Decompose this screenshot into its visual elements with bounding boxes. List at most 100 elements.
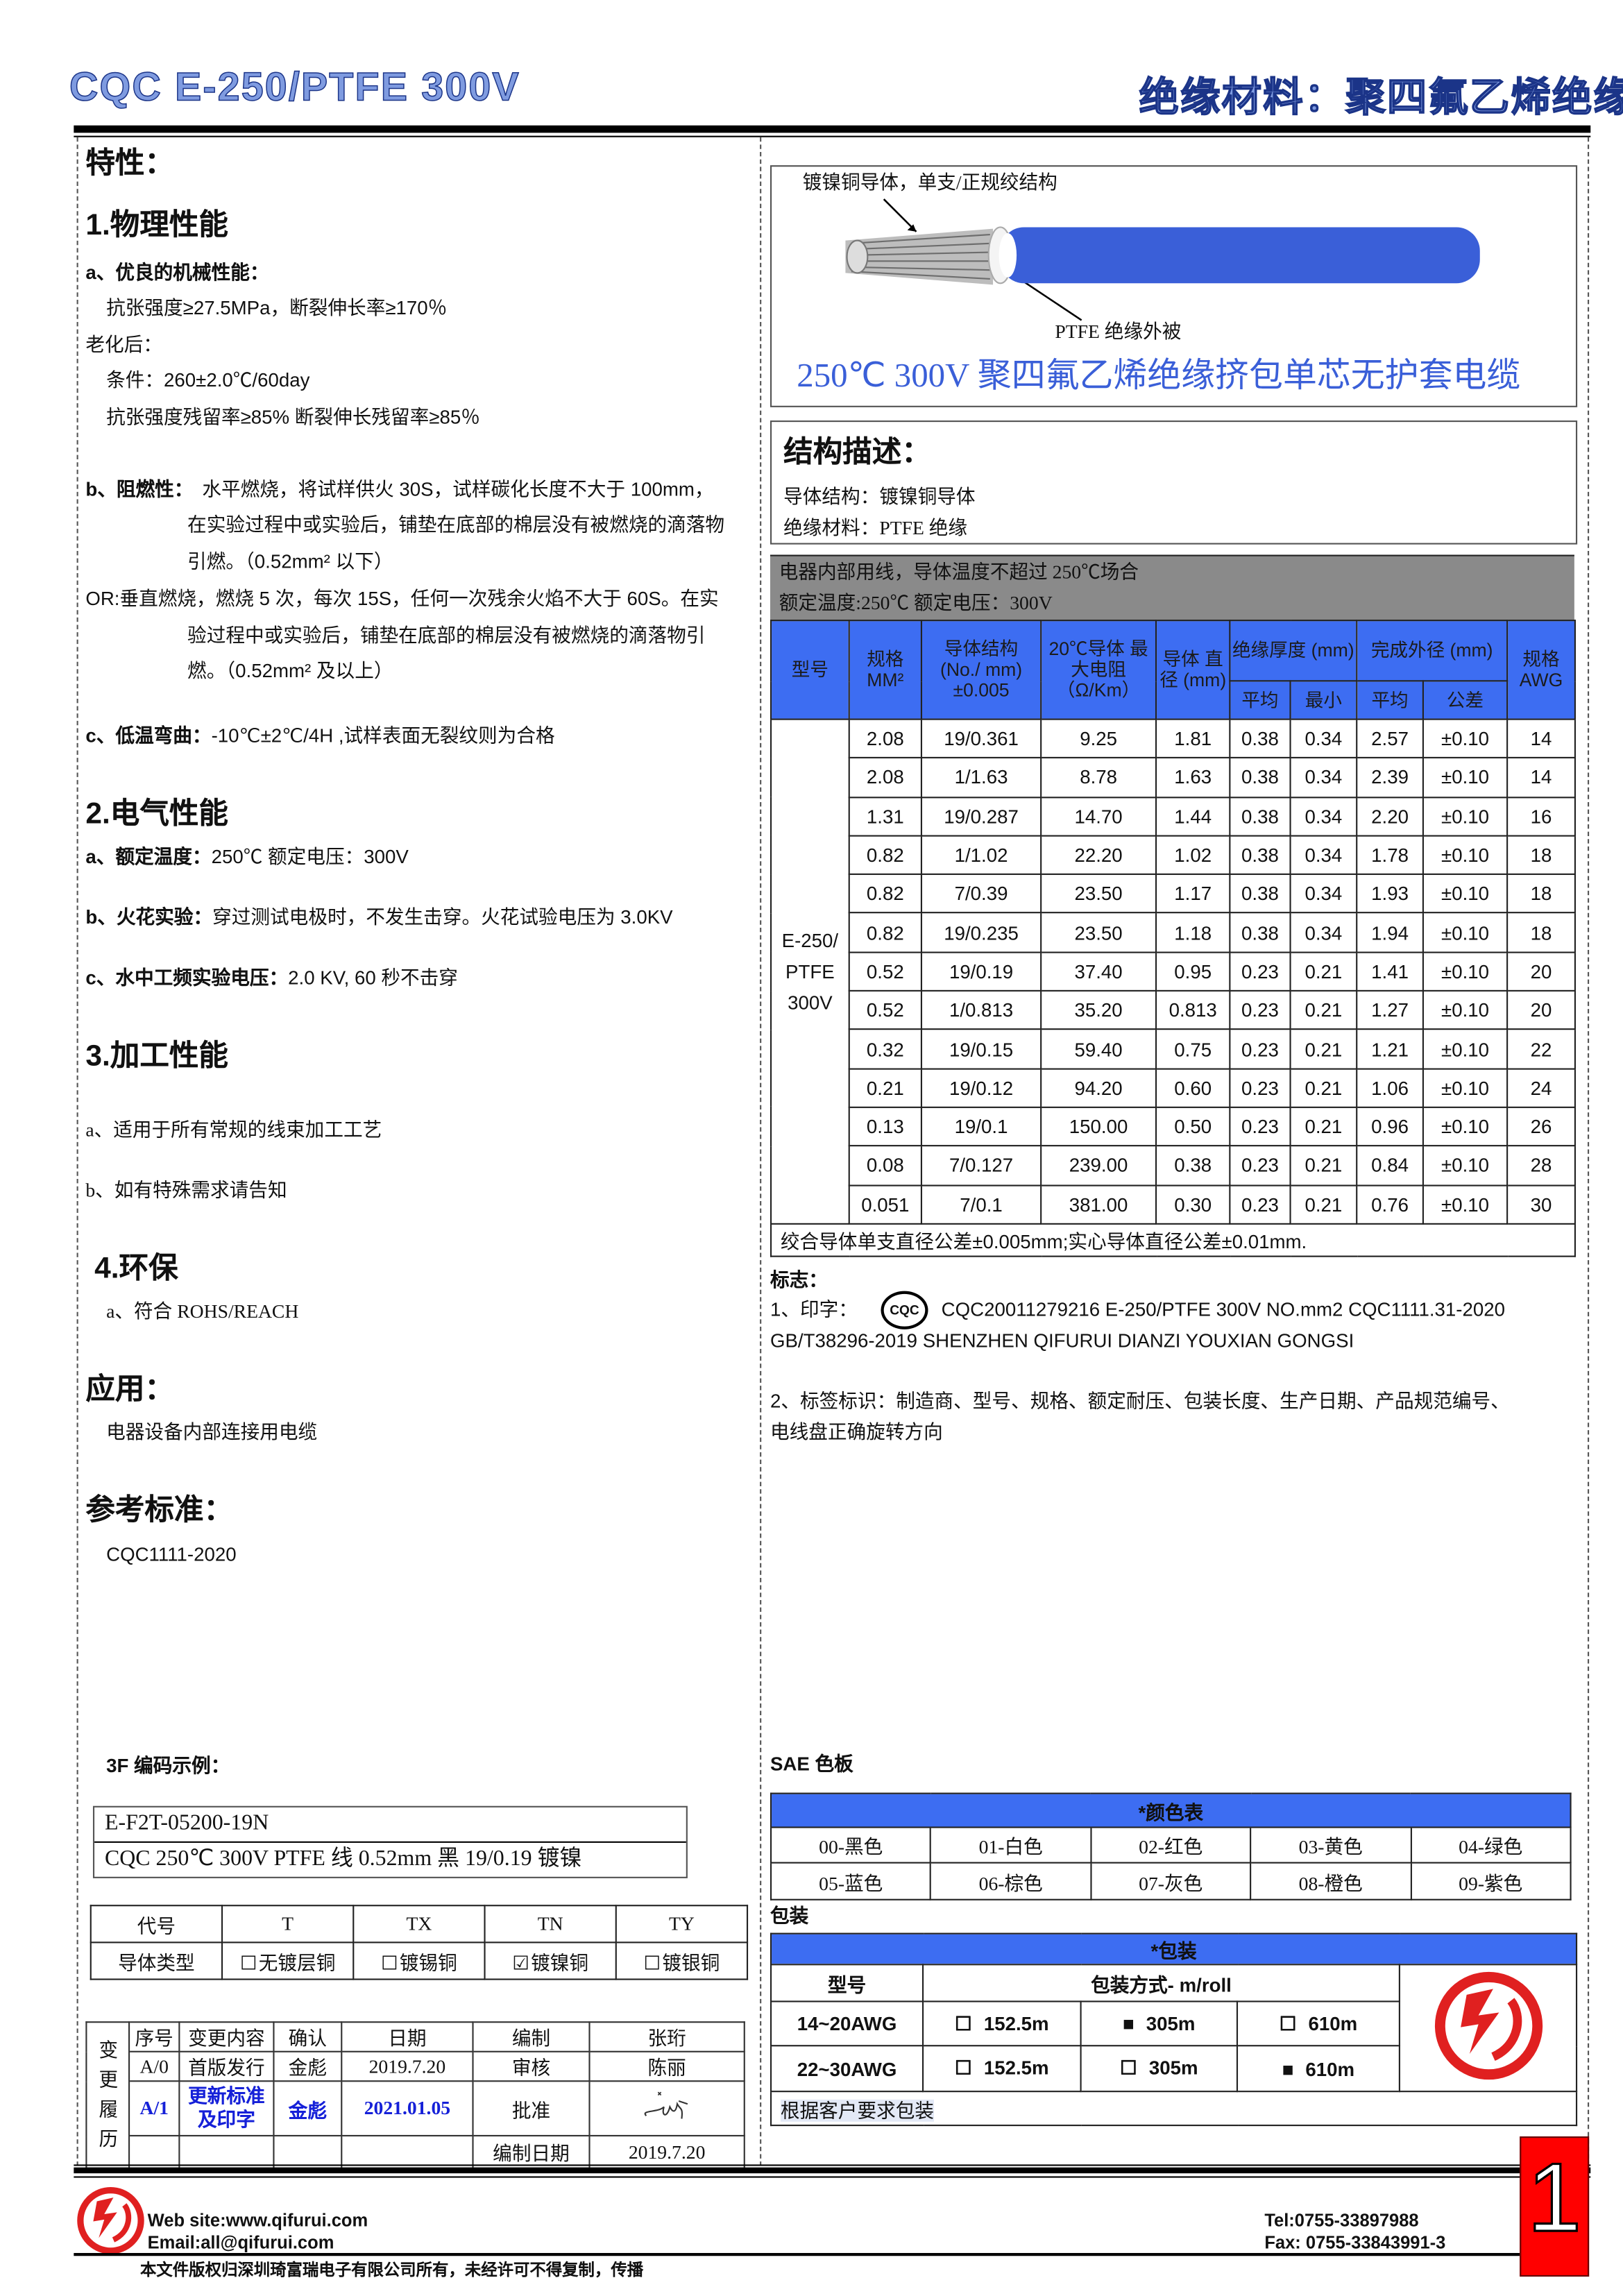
- table-cell: ±0.10: [1422, 796, 1509, 837]
- table-cell: 1.17: [1155, 874, 1231, 915]
- copyright: 本文件版权归深圳琦富瑞电子有限公司所有，未经许可不得复制，传播: [140, 2261, 644, 2280]
- table-cell: 0.30: [1155, 1184, 1231, 1225]
- left-panel-border: [76, 137, 78, 2166]
- checkbox-icon[interactable]: ☐: [239, 1951, 257, 1974]
- table-cell: ±0.10: [1422, 757, 1509, 798]
- table-cell: 0.38: [1229, 835, 1291, 876]
- spark-text: 穿过测试电极时，不发生击穿。火花试验电压为 3.0KV: [212, 905, 673, 928]
- standard-title: 参考标准：: [85, 1495, 233, 1527]
- packaging-header: *包装: [770, 1932, 1578, 1966]
- spark-label: b、火花实验：: [85, 905, 213, 928]
- mechanical-label: a、优良的机械性能：: [85, 261, 269, 284]
- processing-a: a、适用于所有常规的线束加工工艺: [85, 1118, 382, 1141]
- table-cell: 1.02: [1155, 835, 1231, 876]
- footer-rule-thin-2: [74, 2176, 1591, 2178]
- table-cell: 0.21: [1289, 1067, 1358, 1108]
- conductor-option-label: 镀镍铜: [531, 1951, 589, 1974]
- table-cell: 8.78: [1040, 757, 1157, 798]
- cold-bend: c、低温弯曲：-10℃±2℃/4H ,试样表面无裂纹则为合格: [85, 724, 554, 748]
- packaging-option-label: 305m: [1146, 2012, 1196, 2035]
- table-cell: 0.34: [1289, 718, 1358, 759]
- table-cell: 0.75: [1155, 1028, 1231, 1069]
- checkbox-icon[interactable]: ☐: [955, 2057, 972, 2080]
- checkbox-icon[interactable]: ☐: [955, 2012, 972, 2034]
- change-history-table: 变更履历 序号 变更内容 确认 日期 编制 张珩 A/0 首版发行 金彪 201…: [85, 2021, 745, 2169]
- table-cell: 23.50: [1040, 874, 1157, 915]
- col-seq: 序号: [128, 2021, 180, 2052]
- table-cell: 19/0.12: [920, 1067, 1042, 1108]
- table-cell: 1.41: [1356, 951, 1424, 992]
- table-cell: 35.20: [1040, 989, 1157, 1031]
- table-cell: ±0.10: [1422, 912, 1509, 953]
- packaging-option: ☐ 610m: [1236, 2000, 1400, 2047]
- packaging-option: ☐ 152.5m: [922, 2000, 1082, 2047]
- table-cell: 0.52: [848, 951, 922, 992]
- table-cell: 0.21: [848, 1067, 922, 1108]
- table-cell: 14: [1506, 718, 1576, 759]
- application-title: 应用：: [85, 1373, 174, 1406]
- website[interactable]: Web site:www.qifurui.com: [147, 2210, 368, 2231]
- color-item: 01-白色: [930, 1826, 1092, 1864]
- checkbox-icon[interactable]: ☐: [643, 1951, 661, 1974]
- flame-label: b、阻燃性：: [85, 477, 194, 500]
- rev-a1: A/1: [128, 2080, 180, 2137]
- spark-test: b、火花实验：穿过测试电极时，不发生击穿。火花试验电压为 3.0KV: [85, 906, 672, 930]
- spec-table: 型号 规格 MM² 导体结构 (No./ mm) ±0.005 20℃导体 最大…: [770, 620, 1576, 1257]
- usage-line-1: 电器内部用线，导体温度不超过 250℃场合: [779, 561, 1139, 583]
- cold-bend-label: c、低温弯曲：: [85, 724, 212, 747]
- color-item: 05-蓝色: [770, 1862, 932, 1900]
- checkbox-icon[interactable]: ☐: [1120, 2057, 1137, 2080]
- packaging-option-label: 152.5m: [983, 2057, 1049, 2080]
- color-item: 00-黑色: [770, 1826, 932, 1864]
- table-cell: ±0.10: [1422, 951, 1509, 992]
- color-table-header: *颜色表: [770, 1792, 1572, 1828]
- rev-a1-change: 更新标准及印字: [178, 2080, 275, 2137]
- conductor-type-table: 代号 T TX TN TY 导体类型 ☐ 无镀层铜 ☐ 镀锡铜 ☑ 镀镍铜 ☐ 镀银铜: [90, 1905, 749, 1980]
- checkbox-icon[interactable]: ☐: [1279, 2012, 1297, 2034]
- table-cell: ±0.10: [1422, 1028, 1509, 1069]
- environment-title: 4.环保: [94, 1252, 178, 1286]
- aging-result: 抗张强度残留率≥85% 断裂伸长残留率≥85％: [106, 405, 480, 428]
- table-cell: 0.23: [1229, 1028, 1291, 1069]
- table-cell: 0.84: [1356, 1145, 1424, 1186]
- material-category: 绝缘材料：聚四氟乙烯绝缘: [1139, 75, 1623, 120]
- col-outer: 完成外径 (mm): [1356, 620, 1509, 682]
- table-row: E-250/ PTFE 300V 2.08 19/0.361 9.25 1.81 0.38…: [770, 718, 1576, 1225]
- table-row: 0.52 1/0.813 35.20 0.813 0.23 0.21 1.27 ±0.10 20: [771, 989, 1576, 1031]
- approve-label: 批准: [472, 2080, 590, 2137]
- checked-box-icon[interactable]: ■: [1123, 2012, 1135, 2035]
- table-row: 0.21 19/0.12 94.20 0.60 0.23 0.21 1.06 ±0.10 24: [771, 1067, 1576, 1108]
- table-cell: 18: [1506, 835, 1576, 876]
- structure-box: 结构描述： 导体结构：镀镍铜导体 绝缘材料：PTFE 绝缘: [770, 420, 1578, 545]
- rating-label: a、额定温度：: [85, 845, 212, 868]
- checked-box-icon[interactable]: ■: [1282, 2057, 1294, 2080]
- color-table: *颜色表 00-黑色 01-白色 02-红色 03-黄色 04-绿色 05-蓝色 06-棕…: [770, 1792, 1572, 1900]
- processing-title: 3.加工性能: [85, 1040, 228, 1073]
- label-line-2: 电线盘正确旋转方向: [770, 1420, 943, 1443]
- conductor-option: ☐ 镀银铜: [615, 1941, 749, 1980]
- compile-date: 2019.7.20: [588, 2134, 745, 2169]
- code-example-desc: CQC 250℃ 300V PTFE 线 0.52mm 黑 19/0.19 镀镍: [104, 1847, 582, 1871]
- table-cell: 2.57: [1356, 718, 1424, 759]
- checkbox-icon[interactable]: ☑: [512, 1951, 529, 1974]
- table-cell: 0.21: [1289, 989, 1358, 1031]
- right-panel-border: [1588, 137, 1590, 2166]
- email[interactable]: Email:all@qifurui.com: [147, 2232, 334, 2254]
- table-row: 0.52 19/0.19 37.40 0.95 0.23 0.21 1.41 ±0.10 20: [771, 951, 1576, 992]
- table-cell: 2.20: [1356, 796, 1424, 837]
- checkbox-icon[interactable]: ☐: [380, 1951, 398, 1974]
- code-tx: TX: [352, 1905, 486, 1944]
- table-cell: 0.38: [1229, 796, 1291, 837]
- col-od-tol: 公差: [1422, 680, 1509, 720]
- table-row: 0.82 19/0.235 23.50 1.18 0.38 0.34 1.94 ±0.10 18: [771, 912, 1576, 953]
- table-cell: 19/0.19: [920, 951, 1042, 992]
- review-label: 审核: [472, 2050, 590, 2082]
- product-title: CQC E-250/PTFE 300V: [69, 65, 520, 110]
- features-title: 特性：: [85, 147, 174, 180]
- table-row: 0.051 7/0.1 381.00 0.30 0.23 0.21 0.76 ±0.10 30: [771, 1184, 1576, 1225]
- application-text: 电器设备内部连接用电缆: [106, 1420, 318, 1443]
- water-voltage-test: c、水中工频实验电压：2.0 KV, 60 秒不击穿: [85, 967, 458, 990]
- col-od-avg: 平均: [1356, 680, 1424, 720]
- color-item: 07-灰色: [1089, 1862, 1252, 1900]
- code-example-divider: [94, 1841, 686, 1843]
